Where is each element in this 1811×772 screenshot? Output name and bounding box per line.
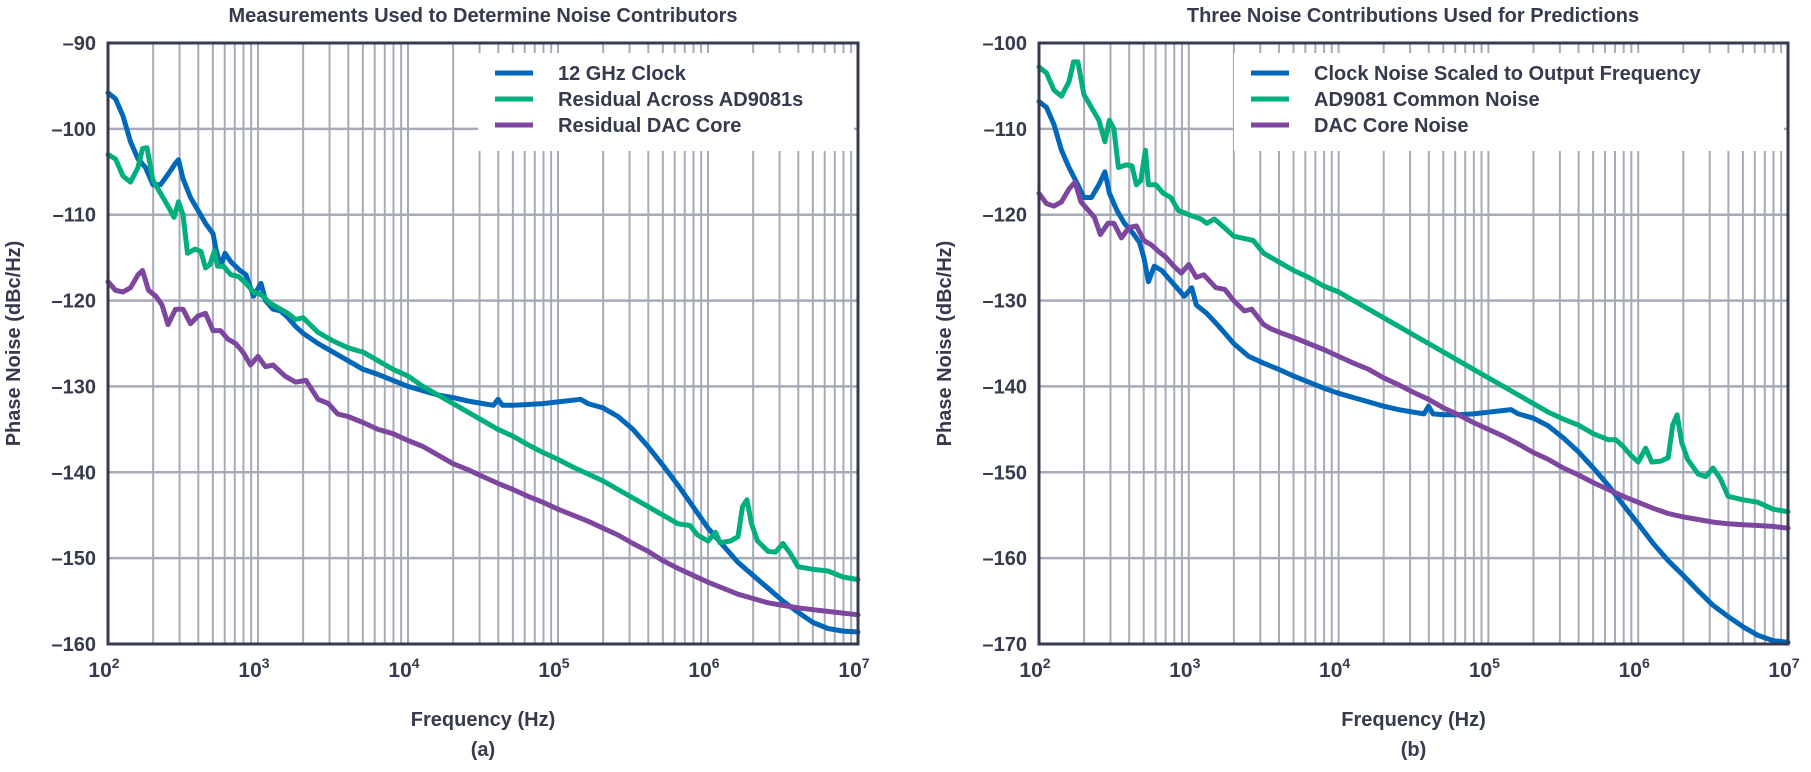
x-tick-label: 103 (238, 655, 269, 682)
legend-label: AD9081 Common Noise (1314, 89, 1540, 111)
plot-frame (106, 41, 860, 646)
legend-entry: DAC Core Noise (1251, 115, 1468, 137)
x-tick-label: 106 (1619, 655, 1650, 682)
legend-entry: Residual DAC Core (495, 115, 741, 137)
series-line-residual-across-ad9081s (105, 145, 861, 583)
y-tick-label: –100 (983, 33, 1028, 55)
y-axis-label: Phase Noise (dBc/Hz) (934, 241, 956, 447)
legend-label: Clock Noise Scaled to Output Frequency (1314, 63, 1702, 85)
series-line-clock-noise-scaled-to-output-frequency (1036, 98, 1791, 645)
legend-box (478, 53, 854, 151)
panel-sublabel: (b) (1401, 739, 1427, 761)
legend-entry: Residual Across AD9081s (495, 89, 803, 111)
chart-title: Three Noise Contributions Used for Predi… (1187, 5, 1639, 27)
panel-sublabel: (a) (471, 739, 495, 761)
x-tick-label: 104 (388, 655, 419, 682)
y-tick-label: –160 (983, 548, 1028, 570)
y-tick-label: –130 (983, 291, 1028, 313)
x-axis-label: Frequency (Hz) (1341, 709, 1485, 731)
chart-panel-b: Three Noise Contributions Used for Predi… (934, 5, 1800, 761)
legend-entry: Clock Noise Scaled to Output Frequency (1251, 63, 1702, 85)
x-tick-label: 107 (838, 655, 869, 682)
y-tick-label: –110 (984, 119, 1027, 141)
legend-label: 12 GHz Clock (558, 63, 687, 85)
x-tick-label: 105 (538, 655, 569, 682)
series-line-ad9081-common-noise (1036, 59, 1791, 515)
series-line-dac-core-noise (1036, 179, 1791, 531)
series-line-residual-dac-core (105, 268, 861, 618)
legend: Clock Noise Scaled to Output Frequency AD… (1234, 53, 1784, 151)
legend-label: DAC Core Noise (1314, 115, 1468, 137)
legend-label: Residual Across AD9081s (558, 89, 803, 111)
series-group (1036, 59, 1791, 645)
x-tick-label: 107 (1768, 655, 1799, 682)
x-tick-label: 102 (1019, 655, 1050, 682)
y-tick-label: –140 (983, 376, 1028, 398)
chart-panel-a: Measurements Used to Determine Noise Con… (3, 5, 870, 761)
y-tick-label: –100 (52, 119, 97, 141)
x-axis-label: Frequency (Hz) (411, 709, 555, 731)
x-tick-label: 103 (1169, 655, 1200, 682)
y-axis-label: Phase Noise (dBc/Hz) (3, 241, 25, 447)
y-tick-label: –120 (52, 291, 97, 313)
y-tick-label: –150 (983, 462, 1028, 484)
series-line-12-ghz-clock (105, 90, 861, 635)
y-tick-label: –130 (52, 376, 97, 398)
y-tick-label: –110 (53, 205, 96, 227)
plot-frame (1037, 41, 1790, 646)
legend-entry: AD9081 Common Noise (1251, 89, 1540, 111)
y-tick-label: –170 (983, 634, 1028, 656)
y-tick-label: –120 (983, 205, 1028, 227)
x-tick-label: 102 (88, 655, 119, 682)
legend-box (1234, 53, 1784, 151)
x-tick-label: 104 (1319, 655, 1350, 682)
y-tick-label: –90 (63, 33, 96, 55)
legend: 12 GHz Clock Residual Across AD9081s Resid… (478, 53, 854, 151)
y-tick-label: –140 (52, 462, 97, 484)
legend-label: Residual DAC Core (558, 115, 741, 137)
chart-title: Measurements Used to Determine Noise Con… (229, 5, 738, 27)
x-tick-label: 105 (1469, 655, 1500, 682)
y-tick-label: –160 (52, 634, 97, 656)
series-group (105, 90, 861, 635)
y-tick-label: –150 (52, 548, 97, 570)
x-tick-label: 106 (688, 655, 719, 682)
legend-entry: 12 GHz Clock (495, 63, 687, 85)
